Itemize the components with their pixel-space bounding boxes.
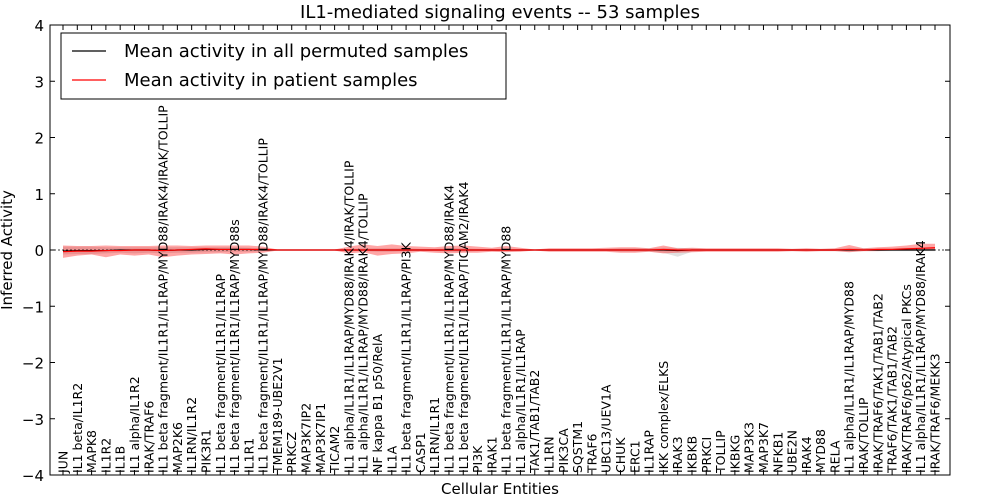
category-tick-labels: JUN IL1 beta/IL1R2 MAPK8 IL1R2 IL1B IL1 alpha…	[56, 25, 943, 475]
legend: Mean activity in all permuted samples Me…	[60, 32, 507, 100]
category-label: TMEM189-UBE2V1	[270, 357, 285, 474]
category-label: IL1 alpha/IL1R1/IL1RAP/MYD88/IRAK4	[913, 240, 928, 473]
category-label: UBE2N	[785, 430, 800, 473]
category-label: UBC13/UEV1A	[599, 384, 614, 473]
category-label: IL1R1	[241, 438, 256, 473]
category-label: MYD88	[813, 429, 828, 473]
y-tick-label: −1	[22, 298, 44, 316]
legend-box	[60, 32, 507, 100]
category-label: IRAK/TRAF6/p62/Atypical PKCs	[899, 284, 914, 473]
y-tick-label: −3	[22, 411, 44, 429]
category-label: NF kappa B1 p50/RelA	[370, 333, 385, 473]
category-label: MAP3K3	[742, 422, 757, 473]
y-axis-label: Inferred Activity	[0, 190, 16, 310]
category-label: IRAK1	[484, 436, 499, 473]
category-label: MAP3K7IP2	[299, 403, 314, 473]
category-label: IRAK4	[799, 436, 814, 473]
category-label: IL1 beta fragment/IL1R1/IL1RAP/PI3K	[399, 242, 414, 473]
category-label: PI3K	[470, 445, 485, 473]
category-label: PRKCZ	[284, 432, 299, 473]
y-tick-label: −2	[22, 355, 44, 373]
category-label: PRKCI	[699, 437, 714, 473]
category-label: IRAK/TRAF6/TAK1/TAB1/TAB2	[870, 293, 885, 473]
chart-title: IL1-mediated signaling events -- 53 samp…	[300, 2, 700, 23]
category-label: SQSTM1	[570, 421, 585, 473]
category-label: IL1RAP	[642, 430, 657, 473]
category-label: IRAK/TRAF6	[141, 401, 156, 473]
category-label: IL1RN	[542, 436, 557, 473]
band-patient	[63, 243, 935, 258]
category-label: IL1 beta fragment/IL1R1/IL1RAP/TICAM2/IR…	[456, 182, 471, 473]
category-label: TAK1/TAB1/TAB2	[527, 370, 542, 474]
category-label: IL1 alpha/IL1R1/IL1RAP/MYD88/IRAK4/IRAK/…	[341, 160, 356, 473]
category-label: TOLLIP	[713, 430, 728, 474]
category-label: IL1 beta fragment/IL1R1/IL1RAP/MYD88/IRA…	[256, 138, 271, 473]
x-axis-label: Cellular Entities	[441, 480, 559, 498]
category-label: IL1RN/IL1R2	[184, 397, 199, 473]
legend-label-patient: Mean activity in patient samples	[124, 70, 418, 91]
y-tick-label: 0	[34, 242, 44, 260]
category-label: IL1B	[113, 446, 128, 473]
activity-bands	[63, 243, 935, 258]
category-label: TICAM2	[327, 426, 342, 474]
category-label: MAP3K7IP1	[313, 403, 328, 473]
category-label: TRAF6	[584, 433, 599, 474]
y-tick-label: 3	[34, 73, 44, 91]
y-tick-label: 1	[34, 186, 44, 204]
category-label: IRAK/TRAF6/MEKK3	[928, 353, 943, 473]
category-label: IKK complex/ELKS	[656, 361, 671, 473]
category-label: IKBKB	[684, 436, 699, 473]
series-lines	[62, 247, 936, 253]
category-label: IKBKG	[727, 435, 742, 473]
series-line-patient	[62, 247, 936, 253]
category-label: CASP1	[413, 432, 428, 473]
category-label: IL1R2	[98, 438, 113, 473]
category-label: IL1RN/IL1R1	[427, 397, 442, 473]
y-tick-label: 2	[34, 130, 44, 148]
category-label: IL1A	[384, 445, 399, 473]
category-label: JUN	[56, 451, 71, 474]
y-axis-ticks: −4 −3 −2 −1 0 1 2 3 4	[22, 17, 950, 485]
category-label: IL1 beta fragment/IL1R1/IL1RAP/MYD88/IRA…	[441, 185, 456, 473]
category-label: IL1 beta fragment/IL1R1/IL1RAP/MYD88s	[227, 219, 242, 473]
category-label: PIK3R1	[198, 429, 213, 473]
band-permuted	[63, 246, 935, 257]
category-label: IL1 beta fragment/IL1R1/IL1RAP/MYD88/IRA…	[156, 105, 171, 473]
category-label: IL1 alpha/IL1R1/IL1RAP/MYD88	[842, 281, 857, 473]
legend-label-permuted: Mean activity in all permuted samples	[124, 41, 468, 62]
category-label: IL1 beta fragment/IL1R1/IL1RAP/MYD88	[499, 226, 514, 473]
category-label: IL1 beta/IL1R2	[70, 383, 85, 473]
category-label: MAP3K7	[756, 422, 771, 473]
category-label: TRAF6/TAK1/TAB1/TAB2	[885, 326, 900, 474]
category-label: IL1 alpha/IL1R1/IL1RAP	[513, 329, 528, 473]
category-label: CHUK	[613, 437, 628, 473]
category-label: PIK3CA	[556, 428, 571, 473]
category-label: IRAK3	[670, 436, 685, 473]
y-tick-label: −4	[22, 467, 44, 485]
plot-frame	[49, 24, 951, 476]
category-label: IL1 beta fragment/IL1R1/IL1RAP	[213, 273, 228, 473]
category-label: RELA	[827, 440, 842, 473]
category-label: MAPK8	[84, 430, 99, 473]
y-tick-label: 4	[34, 17, 44, 35]
category-label: MAP2K6	[170, 422, 185, 473]
category-label: NFKB1	[770, 432, 785, 473]
category-label: IL1 alpha/IL1R1/IL1RAP/MYD88/IRAK4/TOLLI…	[356, 193, 371, 473]
category-label: IRAK/TOLLIP	[856, 397, 871, 473]
category-label: ERC1	[627, 440, 642, 473]
category-label: IL1 alpha/IL1R2	[127, 376, 142, 473]
